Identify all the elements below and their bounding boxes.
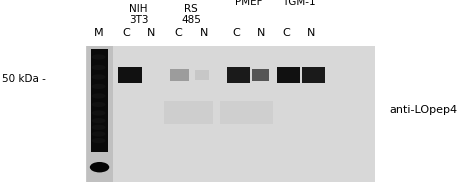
Ellipse shape — [92, 131, 106, 137]
Ellipse shape — [92, 74, 106, 80]
Text: RS
485: RS 485 — [181, 4, 201, 25]
Ellipse shape — [92, 93, 106, 99]
Ellipse shape — [92, 110, 106, 116]
Bar — [118, 67, 142, 83]
Bar — [252, 69, 269, 81]
Bar — [87, 46, 374, 182]
Text: C: C — [282, 28, 290, 38]
Ellipse shape — [92, 65, 106, 70]
Ellipse shape — [92, 102, 106, 107]
Text: N: N — [307, 28, 315, 38]
Ellipse shape — [90, 162, 109, 173]
Ellipse shape — [92, 138, 106, 143]
Bar — [86, 46, 375, 182]
Text: C: C — [232, 28, 240, 38]
Text: TGM-1: TGM-1 — [282, 0, 315, 7]
Text: N: N — [200, 28, 208, 38]
Text: NIH
3T3: NIH 3T3 — [129, 4, 148, 25]
Text: N: N — [257, 28, 265, 38]
Text: PMEF: PMEF — [235, 0, 263, 7]
Bar — [302, 67, 325, 83]
Text: C: C — [122, 28, 130, 38]
Bar — [195, 70, 209, 80]
Bar — [277, 67, 300, 83]
Bar — [164, 101, 213, 124]
Text: 50 kDa -: 50 kDa - — [2, 74, 46, 84]
Ellipse shape — [92, 54, 106, 60]
Bar — [227, 67, 250, 83]
Bar — [220, 101, 273, 124]
Ellipse shape — [92, 84, 106, 89]
Bar — [170, 69, 189, 81]
Text: N: N — [147, 28, 155, 38]
Bar — [91, 49, 108, 152]
Text: M: M — [94, 28, 103, 38]
Ellipse shape — [92, 118, 106, 123]
Bar — [113, 46, 375, 182]
Text: C: C — [175, 28, 182, 38]
Ellipse shape — [92, 125, 106, 130]
Text: anti-LOpep4: anti-LOpep4 — [389, 105, 457, 115]
